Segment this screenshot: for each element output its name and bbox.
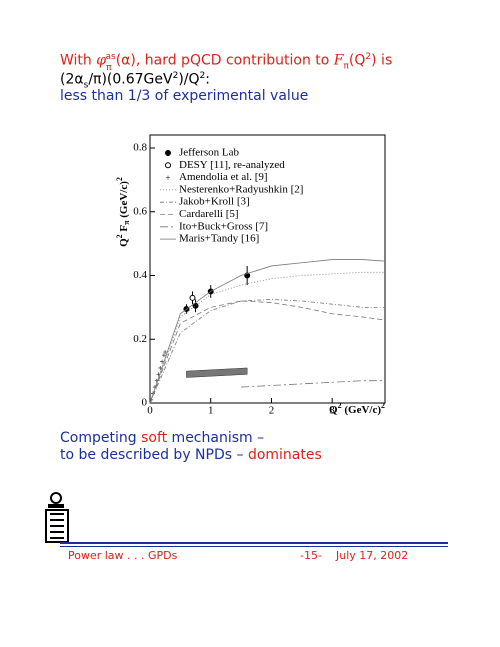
- data-point: [189, 294, 196, 301]
- data-point: [161, 353, 166, 358]
- legend-marker: [166, 175, 170, 180]
- heading-line: With φπas(α), hard pQCD contribution to …: [60, 52, 393, 74]
- text: mechanism –: [167, 430, 265, 446]
- footer-title: Power law . . . GPDs: [68, 549, 178, 562]
- math: 2: [172, 71, 179, 81]
- math: )/Q: [178, 71, 200, 88]
- x-tick-label: 2: [269, 405, 275, 417]
- label-part: 2: [338, 401, 342, 410]
- legend-label: Amendolia et al. [9]: [179, 171, 268, 183]
- heading-line: (2αs/π)(0.67GeV2)/Q2:: [60, 71, 210, 90]
- legend-label: Jakob+Kroll [3]: [179, 196, 250, 208]
- text: to be described by NPDs –: [60, 447, 248, 463]
- label-part: (GeV/c): [342, 404, 382, 416]
- text: soft: [141, 430, 168, 446]
- text: Competing: [60, 430, 142, 446]
- heading-line: less than 1/3 of experimental value: [60, 88, 309, 104]
- x-tick-label: 3: [329, 405, 335, 417]
- text: ) is: [371, 52, 393, 69]
- label-part: 2: [381, 401, 385, 410]
- page-number: -15-: [300, 549, 322, 562]
- rule: [60, 546, 448, 547]
- y-tick-label: 0.4: [133, 269, 147, 281]
- text: With: [60, 52, 97, 69]
- data-point: [160, 359, 165, 364]
- label-part: F: [118, 225, 130, 235]
- math: F: [333, 52, 344, 69]
- y-axis-label: Q2 Fπ (GeV/c)2: [115, 177, 131, 247]
- y-tick-label: 0.8: [133, 142, 147, 154]
- legend-label: DESY [11], re-analyzed: [179, 159, 285, 171]
- data-point: [163, 350, 168, 354]
- y-tick-label: 0.6: [133, 205, 147, 217]
- x-tick-label: 0: [147, 405, 153, 417]
- legend-label: Jefferson Lab: [179, 147, 239, 159]
- math: (2α: [60, 71, 84, 88]
- math: π: [106, 63, 112, 74]
- label-part: Q: [329, 404, 338, 416]
- band: [186, 367, 248, 378]
- line-series: [149, 271, 385, 404]
- math: /π)(0.67GeV: [88, 71, 173, 88]
- math: :: [205, 71, 210, 88]
- line-series: [149, 300, 386, 404]
- data-point: [154, 378, 159, 383]
- label-part: 2: [115, 234, 124, 238]
- y-tick-label: 0: [142, 397, 148, 409]
- legend-label: Ito+Buck+Gross [7]: [179, 220, 268, 232]
- text: , hard pQCD contribution to: [135, 52, 334, 69]
- math: s: [83, 80, 89, 91]
- rule: [60, 542, 448, 544]
- body-line: Competing soft mechanism –: [60, 430, 264, 446]
- legend-label: Maris+Tandy [16]: [179, 233, 259, 245]
- y-tick-label: 0.2: [133, 333, 147, 345]
- label-part: π: [122, 220, 131, 225]
- x-tick-label: 1: [208, 405, 214, 417]
- legend-marker: [165, 150, 171, 156]
- math: φ: [96, 52, 107, 69]
- text: dominates: [247, 447, 322, 463]
- line-series: [241, 380, 385, 388]
- math: as: [105, 52, 116, 62]
- math: (α): [115, 52, 136, 69]
- footer-date: July 17, 2002: [336, 549, 409, 562]
- math: π: [343, 61, 349, 72]
- legend-marker: [165, 162, 171, 169]
- body-line: to be described by NPDs – dominates: [60, 447, 322, 463]
- line-series: [149, 259, 386, 404]
- line-series: [149, 299, 385, 404]
- math: 2: [365, 52, 372, 62]
- label-part: Q: [118, 238, 130, 247]
- logo: [45, 492, 69, 543]
- legend-label: Nesterenko+Radyushkin [2]: [179, 183, 303, 195]
- x-axis-label: Q2 (GeV/c)2: [329, 401, 385, 416]
- label-part: (GeV/c): [118, 181, 130, 221]
- math: 2: [199, 71, 206, 81]
- label-part: 2: [115, 177, 124, 181]
- math: (Q: [348, 52, 366, 69]
- plot-frame: [149, 134, 386, 404]
- legend-label: Cardarelli [5]: [179, 208, 239, 220]
